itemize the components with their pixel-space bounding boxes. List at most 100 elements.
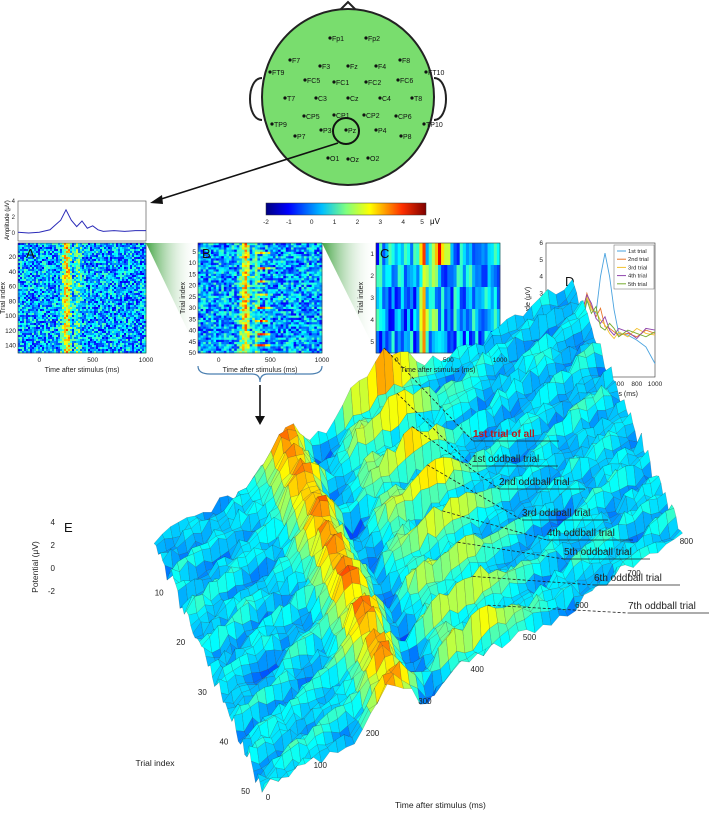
heatmap-cell bbox=[38, 321, 41, 324]
heatmap-cell bbox=[52, 305, 55, 308]
heatmap-cell bbox=[210, 258, 214, 261]
heatmap-cell bbox=[28, 275, 31, 278]
heatmap-cell bbox=[311, 256, 315, 259]
heatmap-cell bbox=[213, 293, 217, 297]
heatmap-cell bbox=[319, 256, 323, 259]
heatmap-cell bbox=[90, 263, 93, 266]
heatmap-cell bbox=[142, 341, 145, 344]
heatmap-cell bbox=[128, 345, 131, 348]
heatmap-cell bbox=[26, 281, 29, 284]
heatmap-cell bbox=[70, 347, 73, 350]
heatmap-cell bbox=[30, 321, 33, 324]
heatmap-cell bbox=[56, 335, 59, 338]
heatmap-cell bbox=[100, 253, 103, 256]
heatmap-cell bbox=[244, 243, 248, 246]
heatmap-cell bbox=[54, 337, 57, 340]
heatmap-cell bbox=[60, 289, 63, 292]
heatmap-cell bbox=[48, 247, 51, 250]
heatmap-cell bbox=[84, 275, 87, 278]
heatmap-cell bbox=[90, 321, 93, 324]
heatmap-cell bbox=[309, 247, 312, 250]
heatmap-cell bbox=[234, 271, 238, 275]
heatmap-cell bbox=[208, 260, 212, 264]
heatmap-cell bbox=[70, 343, 73, 346]
heatmap-cell bbox=[122, 243, 125, 246]
heatmap-cell bbox=[132, 255, 135, 258]
heatmap-cell bbox=[86, 323, 89, 326]
heatmap-cell bbox=[126, 267, 129, 270]
heatmap-cell bbox=[100, 279, 103, 282]
heatmap-cell bbox=[50, 317, 53, 320]
heatmap-cell bbox=[96, 267, 99, 270]
heatmap-cell bbox=[86, 299, 89, 302]
heatmap-cell bbox=[140, 273, 143, 276]
heatmap-cell bbox=[142, 309, 145, 312]
heatmap-cell bbox=[247, 276, 250, 279]
heatmap-cell bbox=[314, 269, 318, 272]
heatmap-cell bbox=[22, 275, 25, 278]
heatmap-cell bbox=[56, 301, 59, 304]
heatmap-cell bbox=[66, 275, 69, 278]
heatmap-cell bbox=[18, 297, 21, 300]
heatmap-cell bbox=[36, 303, 39, 306]
heatmap-cell bbox=[142, 251, 145, 254]
heatmap-cell bbox=[74, 277, 77, 280]
heatmap-cell bbox=[132, 313, 135, 316]
heatmap-cell bbox=[278, 243, 281, 246]
heatmap-cell bbox=[20, 345, 23, 348]
heatmap-cell bbox=[314, 262, 318, 266]
heatmap-cell bbox=[244, 278, 248, 281]
heatmap-cell bbox=[64, 263, 67, 266]
heatmap-cell bbox=[46, 285, 49, 288]
heatmap-cell bbox=[126, 285, 129, 288]
heatmap-cell bbox=[144, 339, 147, 342]
heatmap-cell bbox=[319, 284, 323, 288]
heatmap-cell bbox=[138, 335, 141, 338]
heatmap-cell bbox=[118, 341, 121, 344]
heatmap-cell bbox=[128, 315, 131, 318]
heatmap-cell bbox=[275, 256, 279, 259]
heatmap-cell bbox=[58, 245, 61, 248]
heatmap-cell bbox=[216, 302, 219, 305]
heatmap-cell bbox=[200, 291, 204, 294]
heatmap-cell bbox=[40, 351, 43, 354]
heatmap-cell bbox=[260, 295, 263, 299]
heatmap-cell bbox=[34, 323, 37, 326]
heatmap-cell bbox=[54, 341, 57, 344]
heatmap-cell bbox=[112, 307, 115, 310]
heatmap-cell bbox=[239, 287, 243, 290]
heatmap-cell bbox=[262, 243, 266, 246]
heatmap-cell bbox=[203, 262, 207, 266]
heatmap-cell bbox=[236, 287, 240, 290]
heatmap-cell bbox=[249, 284, 253, 288]
heatmap-cell bbox=[267, 267, 271, 270]
heatmap-cell bbox=[203, 298, 207, 301]
heatmap-cell bbox=[198, 265, 201, 268]
heatmap-cell bbox=[54, 315, 57, 318]
heatmap-cell bbox=[132, 245, 135, 248]
heatmap-cell bbox=[136, 255, 139, 258]
heatmap-cell bbox=[309, 245, 312, 248]
heatmap-cell bbox=[88, 249, 91, 252]
heatmap-cell bbox=[96, 299, 99, 302]
heatmap-cell bbox=[86, 301, 89, 304]
heatmap-cell bbox=[221, 254, 225, 257]
heatmap-cell bbox=[270, 245, 274, 248]
heatmap-cell bbox=[88, 329, 91, 332]
heatmap-cell bbox=[116, 247, 119, 250]
heatmap-cell bbox=[288, 282, 292, 286]
heatmap-cell bbox=[249, 278, 253, 281]
heatmap-cell bbox=[46, 277, 49, 280]
heatmap-cell bbox=[285, 278, 289, 281]
heatmap-cell bbox=[114, 265, 117, 268]
heatmap-cell bbox=[52, 301, 55, 304]
heatmap-cell bbox=[50, 251, 53, 254]
heatmap-cell bbox=[293, 245, 297, 248]
heatmap-cell bbox=[38, 277, 41, 280]
heatmap-cell bbox=[124, 335, 127, 338]
heatmap-cell bbox=[48, 299, 51, 302]
heatmap-cell bbox=[72, 325, 75, 328]
heatmap-cell bbox=[72, 263, 75, 266]
heatmap-cell bbox=[223, 284, 227, 288]
heatmap-cell bbox=[28, 309, 31, 312]
